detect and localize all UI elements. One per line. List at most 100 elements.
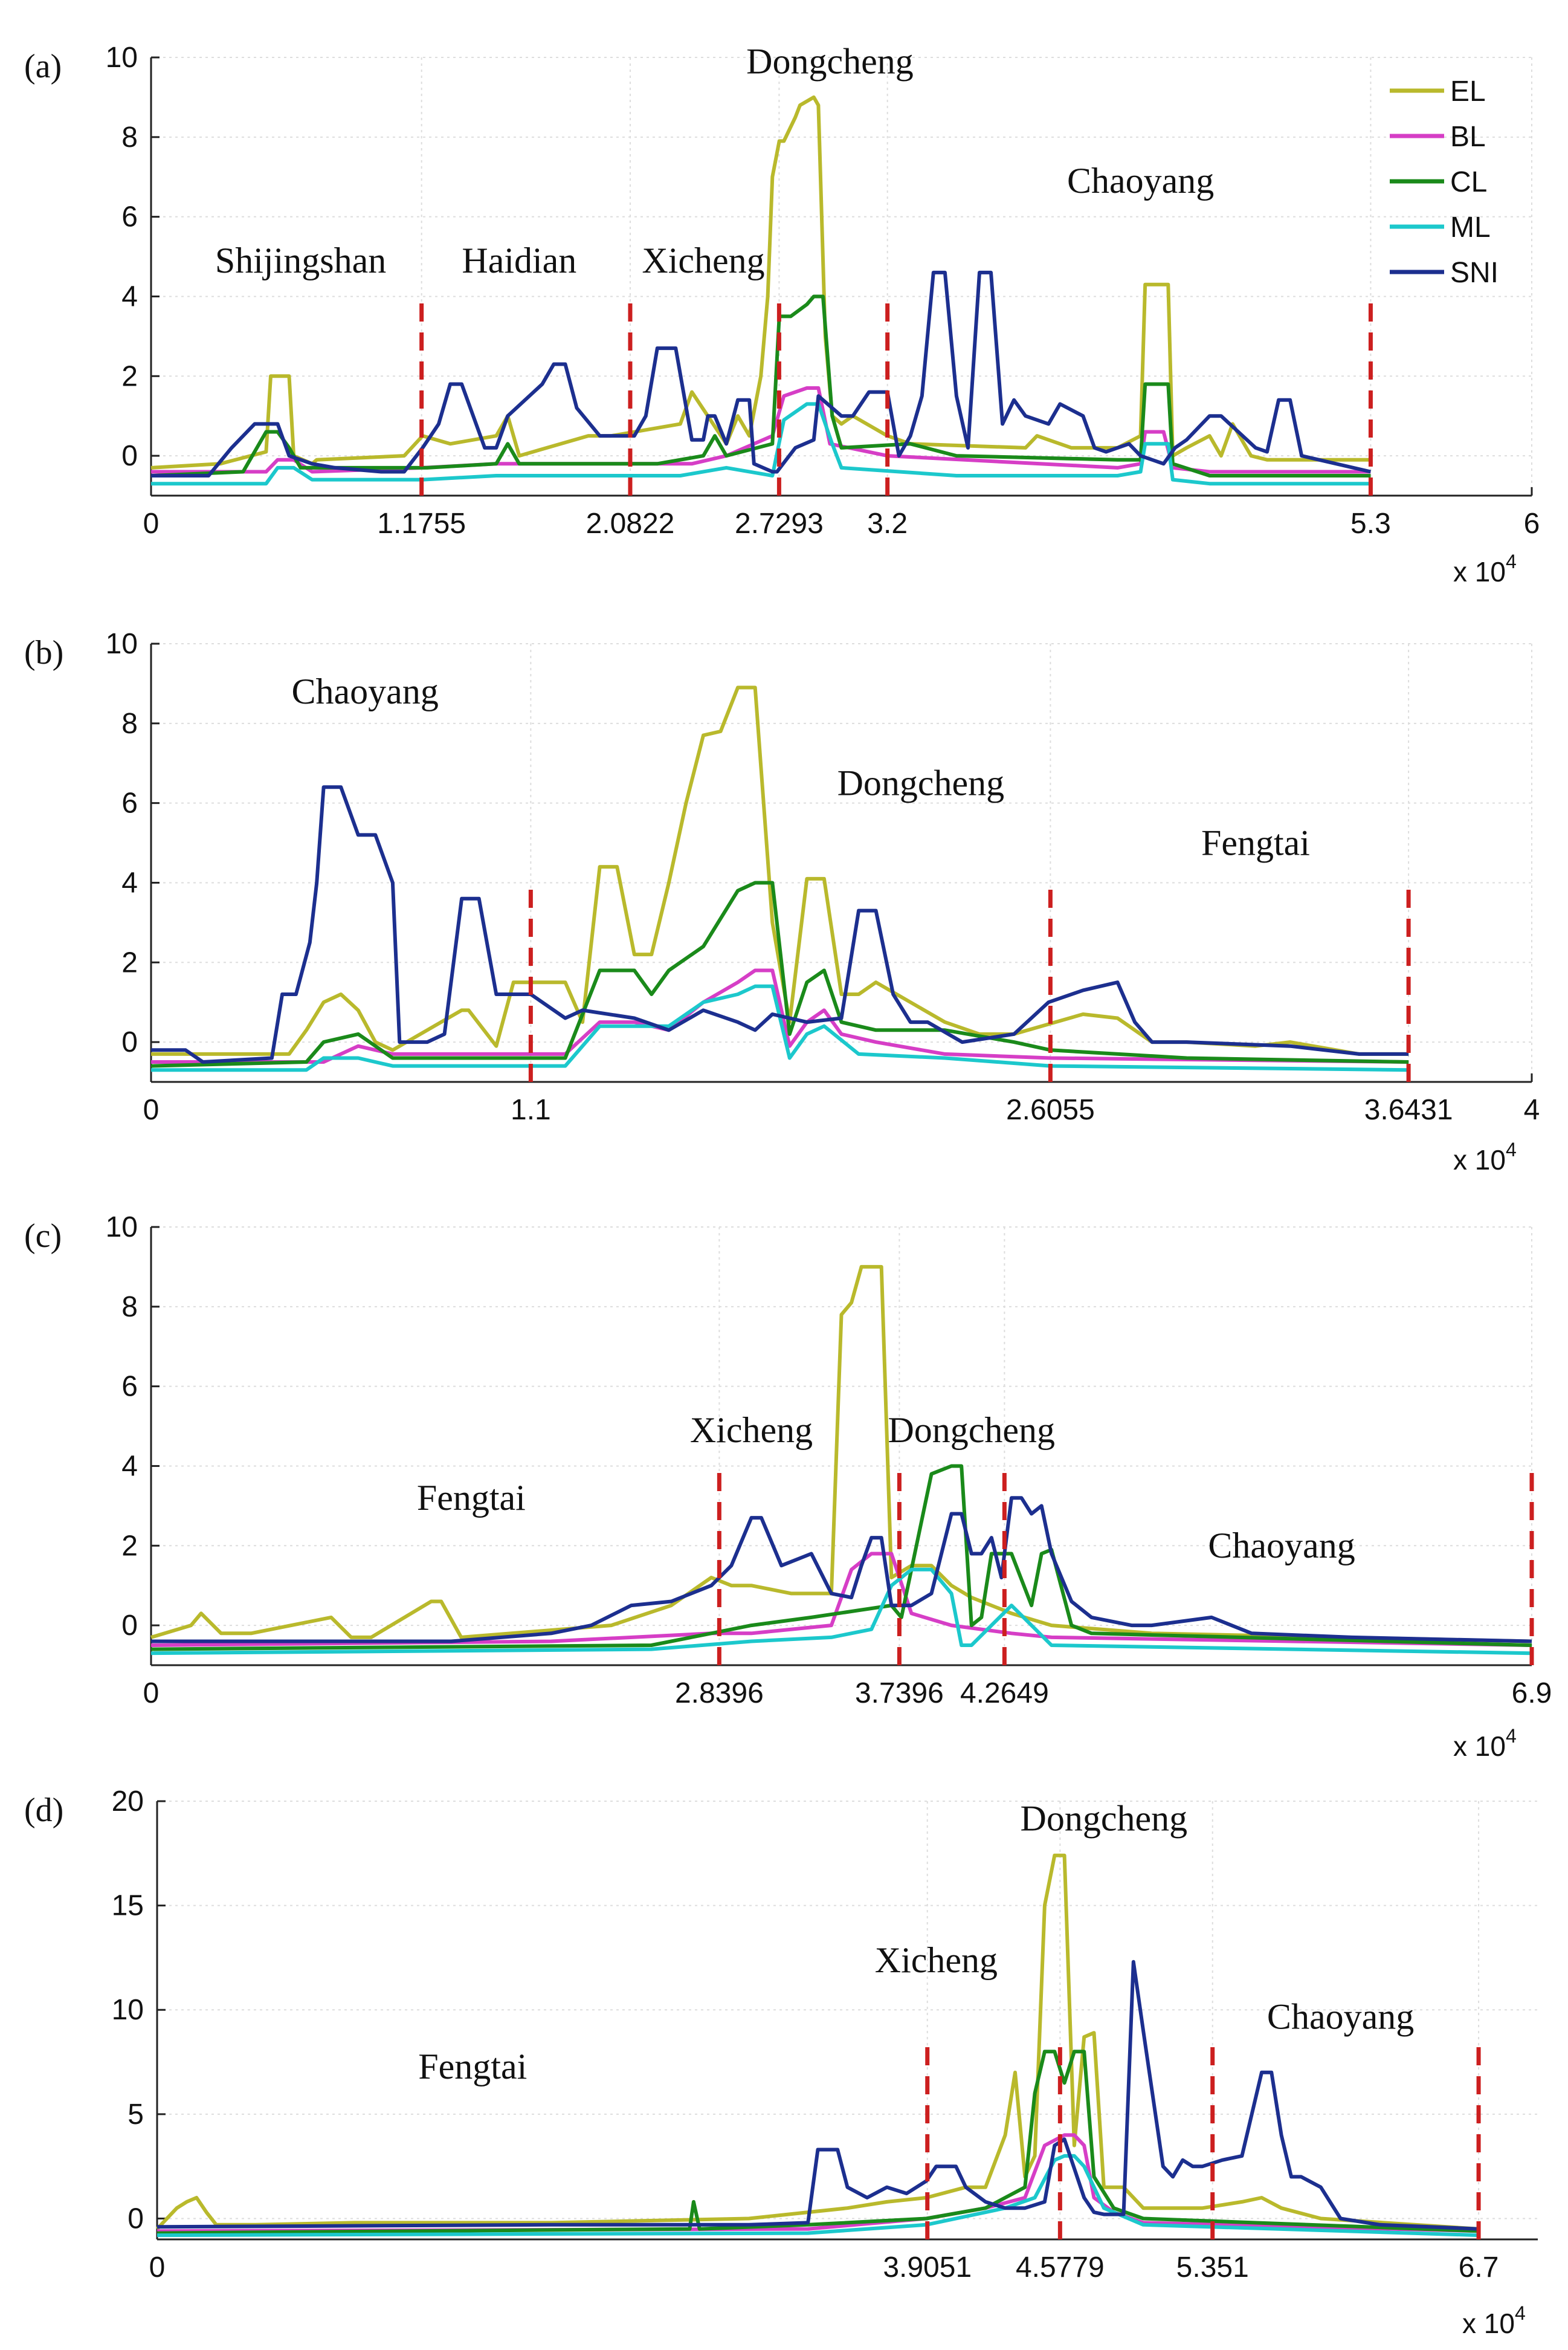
y-tick-label: 10 (106, 42, 138, 74)
region-label: Xicheng (642, 241, 764, 280)
legend-label-cl: CL (1450, 166, 1487, 198)
panel-label: (d) (24, 1792, 63, 1829)
y-tick-label: 10 (106, 628, 138, 660)
x-tick-label: 0 (143, 1094, 160, 1126)
y-tick-label: 0 (121, 1026, 138, 1058)
series-line-el (155, 1853, 1479, 2231)
series-line-sni (151, 270, 1372, 477)
series-line-ml (151, 402, 1371, 486)
region-label: Xicheng (875, 1940, 998, 1980)
region-label: Fengtai (417, 1478, 526, 1518)
y-tick-label: 8 (121, 121, 138, 154)
panel-label: (a) (24, 48, 62, 85)
gridlines (150, 1226, 1532, 1665)
x-axis-multiplier: x 104 (1453, 551, 1517, 588)
region-label: Chaoyang (292, 672, 439, 711)
legend-label-el: EL (1450, 76, 1486, 108)
y-tick-label: 6 (121, 788, 138, 820)
series-line-ml (150, 1567, 1532, 1656)
x-axis-multiplier: x 104 (1462, 2302, 1526, 2339)
x-tick-label: 6 (1524, 508, 1540, 540)
series-line-el (150, 95, 1371, 470)
y-tick-label: 4 (121, 1450, 138, 1482)
x-tick-label: 4.2649 (960, 1677, 1049, 1709)
legend: EL BL CL ML SNI (1390, 76, 1499, 289)
x-axis-multiplier: x 104 (1453, 1725, 1517, 1762)
chart-panel-d: (d) 0 5 10 15 20 0 3.9051 4.5779 5.351 6.7 x 104 Fen… (24, 1785, 1538, 2339)
region-label: Dongcheng (1021, 1798, 1188, 1838)
series-line-sni (156, 1960, 1479, 2231)
y-tick-label: 2 (121, 360, 138, 392)
region-label: Shijingshan (215, 241, 386, 280)
x-tick-label: 2.7293 (735, 508, 824, 540)
x-axis-multiplier: x 104 (1453, 1139, 1517, 1176)
x-tick-label: 2.8396 (675, 1677, 764, 1709)
y-tick-label: 2 (121, 947, 138, 979)
x-tick-label: 5.3 (1350, 508, 1391, 540)
x-tick-label: 4.5779 (1016, 2251, 1105, 2284)
x-tick-label: 0 (143, 508, 160, 540)
region-label: Fengtai (418, 2047, 527, 2086)
series-line-bl (151, 386, 1371, 474)
legend-label-bl: BL (1450, 121, 1486, 153)
y-tick-label: 2 (121, 1530, 138, 1562)
x-tick-label: 5.351 (1176, 2251, 1249, 2284)
x-tick-label: 4 (1524, 1094, 1540, 1126)
y-tick-label: 4 (121, 867, 138, 899)
y-tick-label: 15 (112, 1890, 144, 1922)
y-tick-label: 6 (121, 1371, 138, 1403)
series-line-cl (150, 881, 1409, 1068)
x-tick-label: 0 (149, 2251, 166, 2284)
series-line-sni (151, 1496, 1532, 1643)
y-tick-label: 6 (121, 201, 138, 233)
y-tick-label: 20 (112, 1785, 144, 1818)
region-label: Dongcheng (888, 1410, 1055, 1450)
series-line-bl (151, 968, 1409, 1064)
y-tick-label: 8 (121, 708, 138, 740)
region-label: Fengtai (1201, 823, 1310, 863)
series-line-sni (151, 785, 1409, 1064)
panel-label: (b) (24, 634, 63, 672)
y-tick-label: 5 (127, 2099, 144, 2131)
y-tick-label: 0 (121, 440, 138, 472)
series-line-el (151, 685, 1409, 1056)
region-label: Xicheng (690, 1410, 813, 1450)
legend-label-sni: SNI (1450, 257, 1499, 289)
legend-label-ml: ML (1450, 212, 1491, 244)
x-tick-label: 6.9 (1512, 1677, 1552, 1709)
series-line-ml (151, 984, 1409, 1072)
y-tick-label: 0 (121, 1610, 138, 1642)
y-tick-label: 4 (121, 280, 138, 312)
region-label: Chaoyang (1208, 1526, 1355, 1565)
y-tick-label: 10 (106, 1211, 138, 1243)
y-tick-label: 10 (112, 1994, 144, 2026)
x-tick-label: 0 (143, 1677, 160, 1709)
panel-label: (c) (24, 1217, 62, 1255)
x-tick-label: 3.2 (867, 508, 908, 540)
region-label: Chaoyang (1067, 161, 1214, 201)
x-tick-label: 3.9051 (883, 2251, 972, 2284)
series-line-ml (156, 2154, 1479, 2238)
region-label: Chaoyang (1267, 1996, 1414, 2036)
gridlines (156, 1801, 1538, 2239)
x-tick-label: 2.0822 (586, 508, 675, 540)
region-label: Dongcheng (746, 41, 914, 81)
series-line-el (150, 1264, 1532, 1643)
x-tick-label: 1.1755 (377, 508, 466, 540)
region-label: Dongcheng (837, 763, 1005, 803)
x-tick-label: 2.6055 (1006, 1094, 1095, 1126)
x-tick-label: 3.6431 (1364, 1094, 1453, 1126)
x-tick-label: 3.7396 (855, 1677, 944, 1709)
y-tick-label: 0 (127, 2203, 144, 2235)
x-tick-label: 1.1 (511, 1094, 551, 1126)
gridlines (150, 643, 1532, 1082)
x-tick-label: 6.7 (1459, 2251, 1499, 2284)
y-tick-label: 8 (121, 1291, 138, 1323)
series-line-bl (150, 1552, 1532, 1647)
chart-panel-c: (c) 0 2 4 6 8 10 0 2.8396 3.7396 4.2649 6.9 x 104 Fen… (24, 1211, 1552, 1762)
region-label: Haidian (462, 241, 576, 280)
